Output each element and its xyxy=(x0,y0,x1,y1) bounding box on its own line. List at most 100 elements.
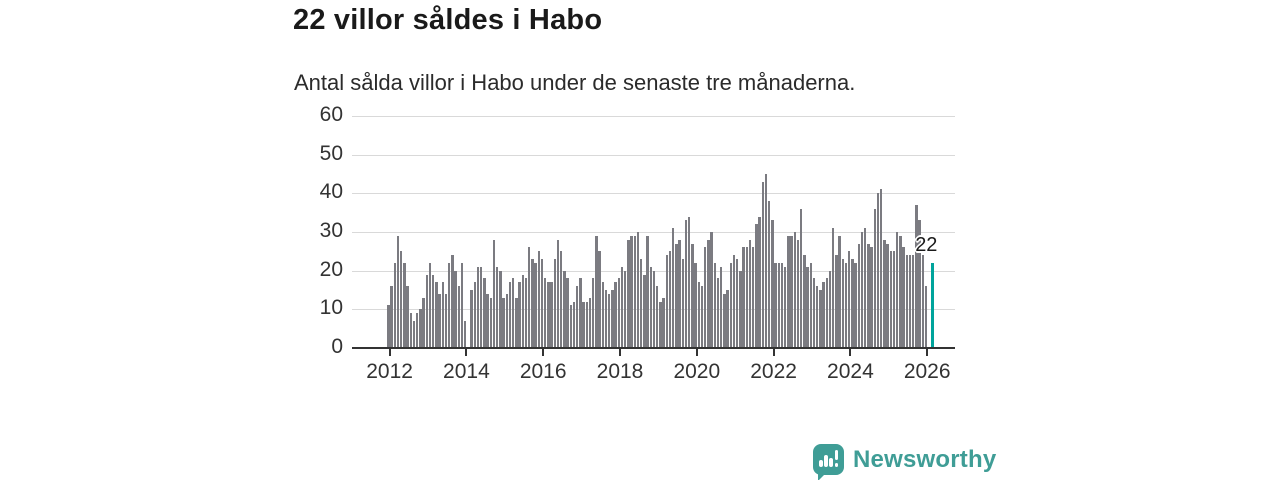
bar xyxy=(870,247,873,348)
bar xyxy=(438,293,441,348)
bar xyxy=(451,255,454,348)
bar xyxy=(640,259,643,348)
y-axis-tick-label: 20 xyxy=(319,257,343,281)
bar xyxy=(502,297,505,348)
bar xyxy=(579,278,582,348)
bar xyxy=(448,262,451,348)
bar xyxy=(662,297,665,348)
bar xyxy=(672,228,675,348)
bar xyxy=(713,262,716,348)
y-axis-tick-label: 40 xyxy=(319,180,343,204)
bar xyxy=(784,266,787,348)
bar xyxy=(534,262,537,348)
bar xyxy=(771,220,774,348)
bar xyxy=(876,193,880,348)
bar xyxy=(540,259,544,348)
newsworthy-bar-chart-icon xyxy=(813,444,844,480)
bar xyxy=(598,251,601,348)
bar xyxy=(435,282,438,348)
bar xyxy=(854,262,857,348)
bar xyxy=(508,282,512,348)
bar xyxy=(748,239,752,348)
bar xyxy=(838,235,841,348)
bar xyxy=(576,286,579,348)
bar xyxy=(428,262,432,348)
bar xyxy=(745,247,748,348)
bar xyxy=(521,274,524,348)
bar xyxy=(768,201,771,348)
bar xyxy=(464,320,467,348)
x-axis-tick-label: 2022 xyxy=(750,360,797,383)
x-axis-tick-label: 2024 xyxy=(827,360,874,383)
bar xyxy=(764,174,768,348)
bar xyxy=(630,235,633,348)
bar xyxy=(883,239,886,348)
highlighted-bar xyxy=(931,262,934,348)
bar xyxy=(912,255,915,348)
bar xyxy=(550,282,553,348)
bar xyxy=(556,239,560,348)
bar xyxy=(851,259,854,348)
bar xyxy=(515,297,518,348)
bar xyxy=(563,270,566,348)
bar xyxy=(592,278,595,348)
bar xyxy=(800,208,803,348)
bar xyxy=(537,251,540,348)
bar xyxy=(582,301,585,348)
bar xyxy=(777,262,780,348)
logo-mini-bar xyxy=(834,463,838,467)
newsworthy-logo[interactable]: Newsworthy xyxy=(813,444,997,480)
bar xyxy=(774,262,777,348)
bar xyxy=(880,189,883,348)
bar xyxy=(659,301,662,348)
bar xyxy=(873,208,876,348)
bar xyxy=(512,278,515,348)
bar xyxy=(588,297,592,348)
bar xyxy=(454,270,457,348)
bar xyxy=(736,259,739,348)
logo-mini-bar xyxy=(834,450,838,460)
gridline xyxy=(352,154,955,156)
bar xyxy=(460,262,464,348)
bar xyxy=(473,282,476,348)
bar xyxy=(755,224,758,348)
bar xyxy=(720,266,723,348)
logo-mini-bar xyxy=(819,460,823,467)
bar xyxy=(828,270,832,348)
bar xyxy=(457,286,460,348)
bar xyxy=(518,282,521,348)
bar xyxy=(848,251,851,348)
x-axis-tick xyxy=(388,349,391,356)
bar xyxy=(694,262,697,348)
bar xyxy=(723,293,726,348)
bar xyxy=(528,247,531,348)
bar xyxy=(688,216,691,348)
bar xyxy=(918,220,921,348)
bar xyxy=(595,235,598,348)
bar xyxy=(627,239,630,348)
bar xyxy=(489,297,492,348)
bar xyxy=(678,239,681,348)
newsworthy-logo-text: Newsworthy xyxy=(853,445,997,473)
x-axis-tick-label: 2016 xyxy=(519,360,567,383)
bar xyxy=(624,270,627,348)
logo-mini-bar xyxy=(824,455,828,467)
bar xyxy=(566,278,569,348)
bar xyxy=(822,282,825,348)
bar xyxy=(825,278,828,348)
chart-title: 22 villor såldes i Habo xyxy=(293,4,603,36)
bar xyxy=(611,290,614,348)
bar xyxy=(700,286,704,348)
bar xyxy=(553,259,556,348)
bar xyxy=(896,232,899,348)
bar xyxy=(643,274,646,348)
bar xyxy=(406,286,409,348)
bar xyxy=(560,251,563,348)
bar xyxy=(441,282,444,348)
bar xyxy=(656,286,659,348)
y-axis-tick-label: 60 xyxy=(319,103,343,126)
bar xyxy=(387,305,390,348)
bar xyxy=(835,255,838,348)
bar xyxy=(752,247,755,348)
